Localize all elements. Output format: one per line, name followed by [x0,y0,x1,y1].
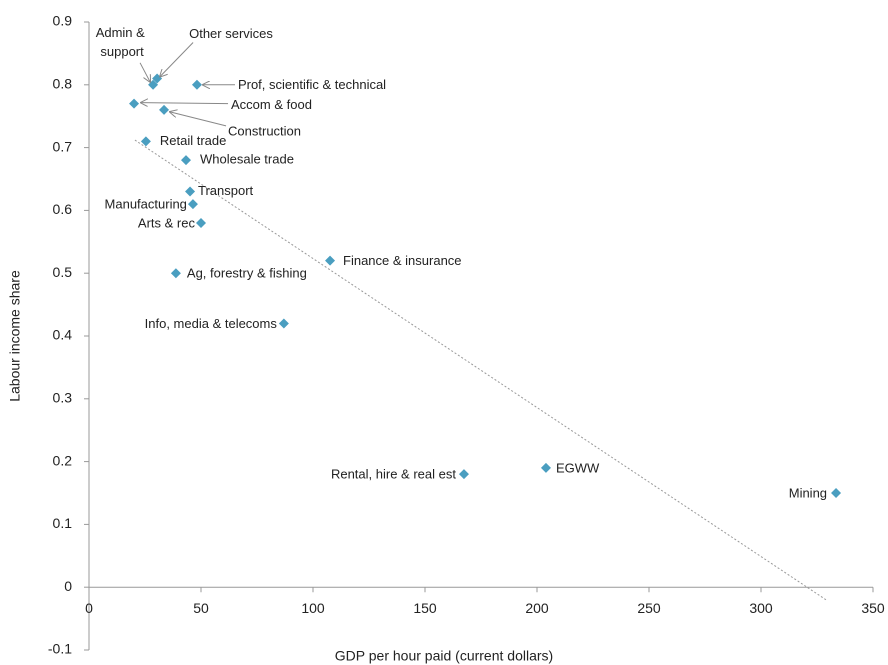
y-tick-label: 0.9 [53,13,73,29]
point [187,199,198,210]
y-tick-label: 0 [64,578,72,594]
point [458,469,469,480]
point [129,98,140,109]
label-arrow [160,42,194,77]
point [140,136,151,147]
point [180,155,191,166]
point-label: Other services [189,26,273,41]
point [170,268,181,279]
label-arrow [139,62,150,82]
y-tick-label: 0.1 [53,515,73,531]
y-tick-label: 0.8 [53,76,73,92]
point-label: Arts & rec [138,215,196,230]
y-tick-label: 0.4 [53,327,73,343]
point-label: Mining [789,485,827,500]
point-label: Wholesale trade [200,152,294,167]
point-label: Prof, scientific & technical [238,77,386,92]
x-tick-label: 50 [193,600,209,616]
y-axis-label: Labour income share [7,270,23,402]
point-label: Info, media & telecoms [145,316,278,331]
point-label: Construction [228,123,301,138]
point [185,186,196,197]
y-tick-label: 0.2 [53,452,73,468]
y-tick-label: 0.3 [53,390,73,406]
y-tick-label: -0.1 [48,641,72,657]
y-tick-label: 0.6 [53,201,73,217]
point-label: Retail trade [160,133,226,148]
point [831,488,842,498]
x-tick-label: 200 [525,600,549,616]
point-label: EGWW [556,460,600,475]
point [159,104,170,115]
x-tick-label: 0 [85,600,93,616]
label-arrow [141,103,229,104]
x-axis-label: GDP per hour paid (current dollars) [335,648,553,664]
trendline [134,139,827,601]
point-label: Ag, forestry & fishing [187,266,307,281]
x-tick-label: 250 [637,600,661,616]
point [191,79,202,90]
point [325,255,336,266]
point-label: Manufacturing [105,197,187,212]
y-tick-label: 0.7 [53,138,73,154]
point [540,462,551,473]
label-arrow [170,112,227,127]
point-label: Accom & food [231,97,312,112]
point-label: Transport [198,183,254,198]
point-label: Rental, hire & real est [331,467,456,482]
point [196,217,206,228]
point-label: Admin & support [96,25,149,59]
x-tick-label: 150 [413,600,437,616]
x-tick-label: 100 [301,600,325,616]
point [278,318,289,329]
point-label: Finance & insurance [343,253,462,268]
x-tick-label: 300 [749,600,773,616]
y-tick-label: 0.5 [53,264,73,280]
x-tick-label: 350 [861,600,885,616]
